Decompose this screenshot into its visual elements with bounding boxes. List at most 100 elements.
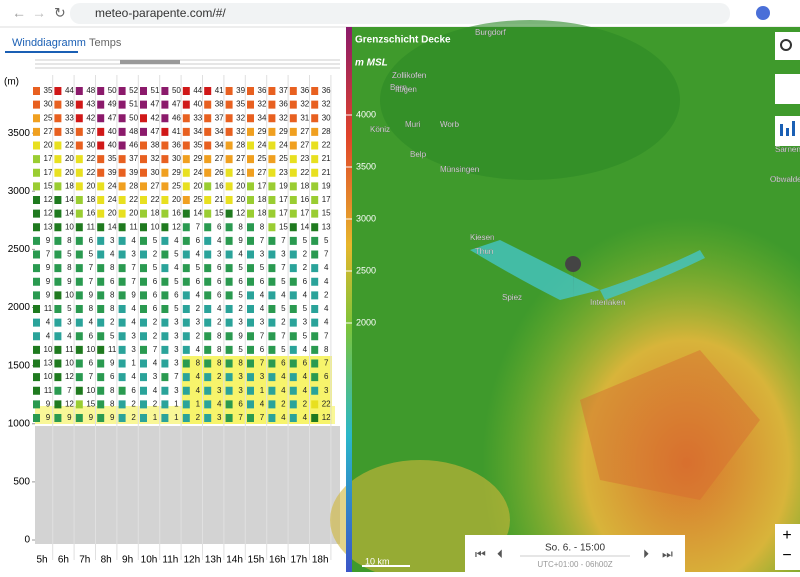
wind-speed: 27 [236, 154, 245, 163]
wind-glyph [225, 277, 233, 286]
zoom[interactable] [775, 524, 800, 570]
wind-glyph [161, 400, 169, 409]
wind-speed: 36 [322, 86, 331, 95]
wind-speed: 6 [131, 386, 136, 395]
wind-glyph [311, 373, 319, 382]
wind-glyph [33, 291, 40, 300]
wind-glyph [247, 414, 254, 422]
wind-glyph [225, 305, 233, 313]
search-button[interactable] [775, 32, 800, 60]
wind-speed: 5 [67, 250, 72, 259]
wind-glyph [140, 196, 147, 204]
forward[interactable]: → [32, 5, 46, 21]
wind-glyph [247, 182, 254, 191]
wind-glyph [75, 332, 83, 341]
wind-glyph [118, 318, 126, 327]
wind-speed: 4 [324, 318, 329, 327]
wind-glyph [118, 414, 126, 422]
wind-speed: 1 [196, 399, 201, 408]
wind-glyph [33, 87, 40, 95]
wind-speed: 48 [86, 86, 95, 95]
wind-glyph [204, 305, 212, 313]
time: So. 6. - 15:00 [545, 543, 605, 554]
wind-speed: 6 [110, 372, 115, 381]
wind-glyph [247, 141, 254, 150]
wind-speed: 2 [153, 399, 158, 408]
wind-speed: 40 [193, 100, 202, 109]
hour-label: 5h [36, 555, 47, 566]
wind-speed: 4 [281, 413, 286, 422]
wind-glyph [140, 291, 147, 300]
y-tick-label: 500 [13, 477, 30, 488]
wind-speed: 48 [129, 127, 138, 136]
wind-glyph [268, 87, 276, 95]
location-pin[interactable] [565, 256, 582, 300]
wind-glyph [140, 250, 147, 259]
wind-speed: 3 [174, 345, 179, 354]
y-tick-label: 1000 [8, 418, 31, 429]
tab[interactable]: Winddiagramm [12, 37, 86, 49]
wind-speed: 10 [65, 222, 74, 231]
wind-speed: 9 [46, 277, 51, 286]
wind-speed: 3 [238, 386, 243, 395]
legend-unit: m MSL [355, 58, 388, 69]
first[interactable]: ⏮ [475, 547, 486, 561]
wind-speed: 23 [279, 168, 288, 177]
map[interactable] [330, 20, 800, 577]
wind-speed: 25 [172, 181, 181, 190]
wind-glyph [54, 305, 62, 313]
next[interactable]: ⏵ [643, 547, 649, 561]
wind-speed: 6 [153, 304, 158, 313]
wind-glyph [247, 209, 254, 218]
wind-speed: 42 [86, 113, 95, 122]
wind-speed: 8 [110, 290, 115, 299]
wind-speed: 5 [196, 263, 201, 272]
wind-glyph [54, 332, 62, 341]
profile[interactable] [756, 6, 770, 20]
wind-speed: 4 [196, 372, 201, 381]
wind-speed: 1 [153, 413, 158, 422]
wind-speed: 15 [86, 399, 95, 408]
wind-glyph [54, 264, 62, 273]
wind-glyph [161, 100, 169, 109]
wind-speed: 39 [236, 86, 245, 95]
wind-glyph [268, 386, 276, 395]
wind-speed: 5 [110, 331, 115, 340]
timebar[interactable] [465, 535, 685, 572]
wind-speed: 21 [236, 168, 245, 177]
wind-glyph [97, 318, 105, 327]
prev[interactable]: ⏴ [497, 547, 503, 561]
place-label: Burgdorf [475, 28, 506, 37]
wind-glyph [311, 277, 319, 286]
wind-glyph [75, 182, 83, 191]
back[interactable]: ← [12, 5, 26, 21]
axis-unit: (m) [4, 77, 19, 88]
wind-speed: 6 [153, 290, 158, 299]
wind-speed: 5 [303, 236, 308, 245]
wind-speed: 24 [193, 168, 202, 177]
wind-glyph [118, 236, 126, 245]
address-bar[interactable] [70, 3, 730, 24]
wind-glyph [268, 127, 276, 136]
wind-glyph [289, 155, 297, 164]
wind-glyph [182, 196, 190, 204]
reload[interactable]: ↻ [54, 5, 66, 21]
last[interactable]: ⏭ [662, 547, 673, 561]
wind-speed: 14 [65, 209, 74, 218]
settings-button[interactable] [775, 74, 800, 104]
wind-speed: 19 [322, 181, 331, 190]
wind-glyph [268, 209, 276, 218]
wind-glyph [54, 182, 62, 191]
wind-speed: 9 [89, 290, 94, 299]
wind-speed: 7 [324, 331, 329, 340]
wind-speed: 20 [86, 181, 95, 190]
wind-speed: 3 [260, 250, 265, 259]
tab[interactable]: Temps [89, 37, 122, 49]
wind-glyph [54, 414, 62, 422]
wind-speed: 37 [279, 86, 288, 95]
wind-glyph [204, 318, 212, 327]
wind-speed: 7 [67, 386, 72, 395]
wind-glyph [268, 318, 276, 327]
wind-speed: 9 [89, 413, 94, 422]
wind-speed: 30 [44, 100, 53, 109]
